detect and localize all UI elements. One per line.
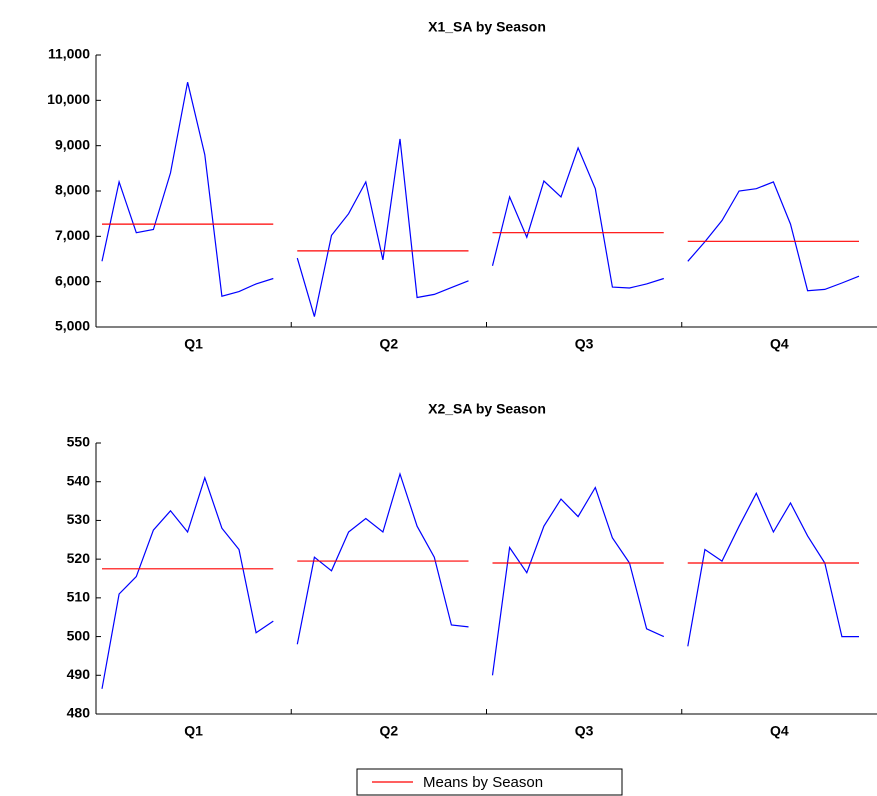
y-tick-label: 5,000 — [55, 318, 90, 334]
y-tick-label: 490 — [67, 666, 91, 682]
legend-label: Means by Season — [423, 774, 543, 791]
x-tick-label: Q2 — [380, 336, 399, 352]
y-tick-label: 11,000 — [48, 46, 90, 62]
y-tick-label: 500 — [67, 627, 91, 643]
chart-title: X1_SA by Season — [428, 19, 546, 35]
x-tick-label: Q3 — [575, 723, 594, 739]
season-line — [687, 491, 859, 647]
y-tick-label: 520 — [67, 550, 91, 566]
y-tick-label: 510 — [67, 589, 91, 605]
x-tick-label: Q1 — [184, 723, 203, 739]
chart-title: X2_SA by Season — [428, 401, 546, 417]
season-line — [296, 138, 469, 317]
x-tick-label: Q3 — [575, 336, 594, 352]
x-tick-label: Q4 — [770, 336, 789, 352]
x-tick-label: Q1 — [184, 336, 203, 352]
season-line — [491, 486, 665, 676]
y-tick-label: 8,000 — [55, 182, 90, 198]
y-tick-label: 6,000 — [55, 272, 90, 288]
x-tick-label: Q2 — [380, 723, 399, 739]
season-line — [296, 471, 469, 645]
y-tick-label: 7,000 — [55, 227, 90, 243]
y-tick-label: 10,000 — [47, 91, 90, 107]
season-line — [491, 146, 664, 289]
x-tick-label: Q4 — [770, 723, 789, 739]
season-line — [101, 82, 274, 297]
y-tick-label: 530 — [67, 511, 91, 527]
y-tick-label: 540 — [67, 472, 91, 488]
season-line — [101, 475, 274, 689]
y-tick-label: 9,000 — [55, 136, 90, 152]
y-tick-label: 550 — [67, 434, 91, 450]
season-line — [687, 181, 860, 292]
y-tick-label: 480 — [67, 705, 91, 721]
